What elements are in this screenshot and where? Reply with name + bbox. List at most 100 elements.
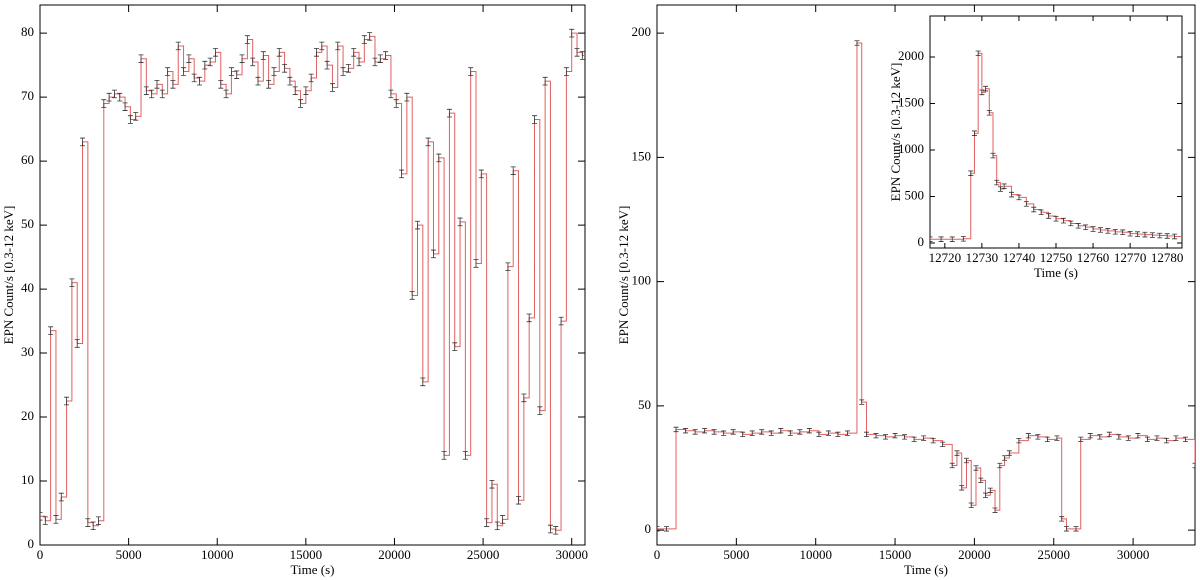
error-bar [1149,232,1155,238]
error-bar [457,217,463,227]
error-bar [730,429,736,435]
error-bar [367,32,373,41]
error-bar [340,67,346,76]
error-bar [542,76,548,86]
error-bar [1173,435,1179,441]
x-tick-label: 25000 [467,547,500,562]
error-bar [255,76,261,86]
error-bar [276,48,282,57]
error-bar [892,433,898,439]
y-tick-label: 80 [21,24,34,39]
error-bar [797,429,803,435]
error-bar [425,137,431,147]
error-bar [143,86,149,95]
error-bar [197,76,203,86]
error-bar [409,291,415,300]
error-bar [553,526,559,535]
error-bar [994,179,1000,186]
error-bar [987,487,993,493]
error-bar [973,465,979,471]
error-bar [69,278,75,287]
error-bar [40,511,43,521]
error-bar [1044,436,1050,443]
error-bar [1023,201,1029,207]
error-bar [986,110,992,116]
error-bar [101,99,107,108]
error-bar [1163,437,1169,444]
error-bar [526,313,532,323]
error-bar [768,430,774,436]
y-tick-label: 0 [645,521,652,536]
error-bar [992,507,998,513]
error-bar [170,80,176,89]
error-bar [978,477,984,484]
error-bar [446,108,452,118]
x-axis-title: Time (s) [904,562,948,577]
x-tick-label: 15000 [290,547,323,562]
error-bar [154,80,160,89]
error-bar [186,54,192,63]
error-bar [329,83,335,92]
error-bar [787,430,793,436]
x-tick-label: 0 [654,547,661,562]
error-bar [505,262,511,271]
error-bar [218,80,224,89]
error-bar [959,485,965,491]
error-bar [58,492,64,502]
error-bar [64,396,70,406]
x-tick-label: 30000 [555,547,588,562]
x-tick-label: 0 [37,547,44,562]
error-bar [404,92,410,102]
x-tick-label: 25000 [1038,547,1071,562]
error-bar [42,516,48,525]
error-bar [692,429,698,435]
error-bar [1035,434,1041,440]
panel: 0 500 1000 1500 2000 12720 12730 12740 12750 1276… [888,15,1184,280]
error-bar [683,428,689,434]
error-bar [1038,209,1044,216]
error-bar [117,92,123,102]
error-bar [1182,436,1188,443]
error-bar [345,64,351,73]
error-bar [949,462,955,469]
error-bar [1135,231,1141,237]
error-bar [911,436,917,443]
error-bar [968,170,974,176]
error-bar [74,339,80,348]
error-bar [420,377,426,387]
error-bar [1135,433,1141,439]
error-bar [1090,226,1096,232]
error-bar [997,186,1003,192]
error-bar [759,429,765,435]
x-tick-label: 12720 [929,250,962,265]
error-bar [372,57,378,67]
error-bar [921,435,927,441]
light-curve [657,42,1195,530]
error-bar [963,457,969,464]
panel: 0 10 20 30 40 50 60 70 80 0 5000 10000 15000 20000 250… [1,4,588,577]
error-bar [1116,434,1122,440]
error-bar [95,516,101,525]
x-tick-label: 12780 [1151,250,1184,265]
error-bar [239,54,245,63]
error-bar [228,67,234,76]
error-bar [711,429,717,435]
error-bar [1009,191,1015,198]
error-bar [521,393,527,403]
y-tick-label: 70 [21,88,34,103]
error-bar [825,430,831,436]
error-bar [452,342,458,351]
error-bar [975,50,981,57]
error-bar [1054,435,1060,441]
light-curve [40,32,585,531]
error-bar [558,316,564,326]
error-bar [181,67,187,76]
x-tick-label: 20000 [378,547,411,562]
error-bar [356,57,362,67]
error-bar [191,73,197,83]
error-bar [388,89,394,99]
error-bar [1192,462,1195,469]
error-bar [244,35,250,44]
error-bar [721,430,727,436]
